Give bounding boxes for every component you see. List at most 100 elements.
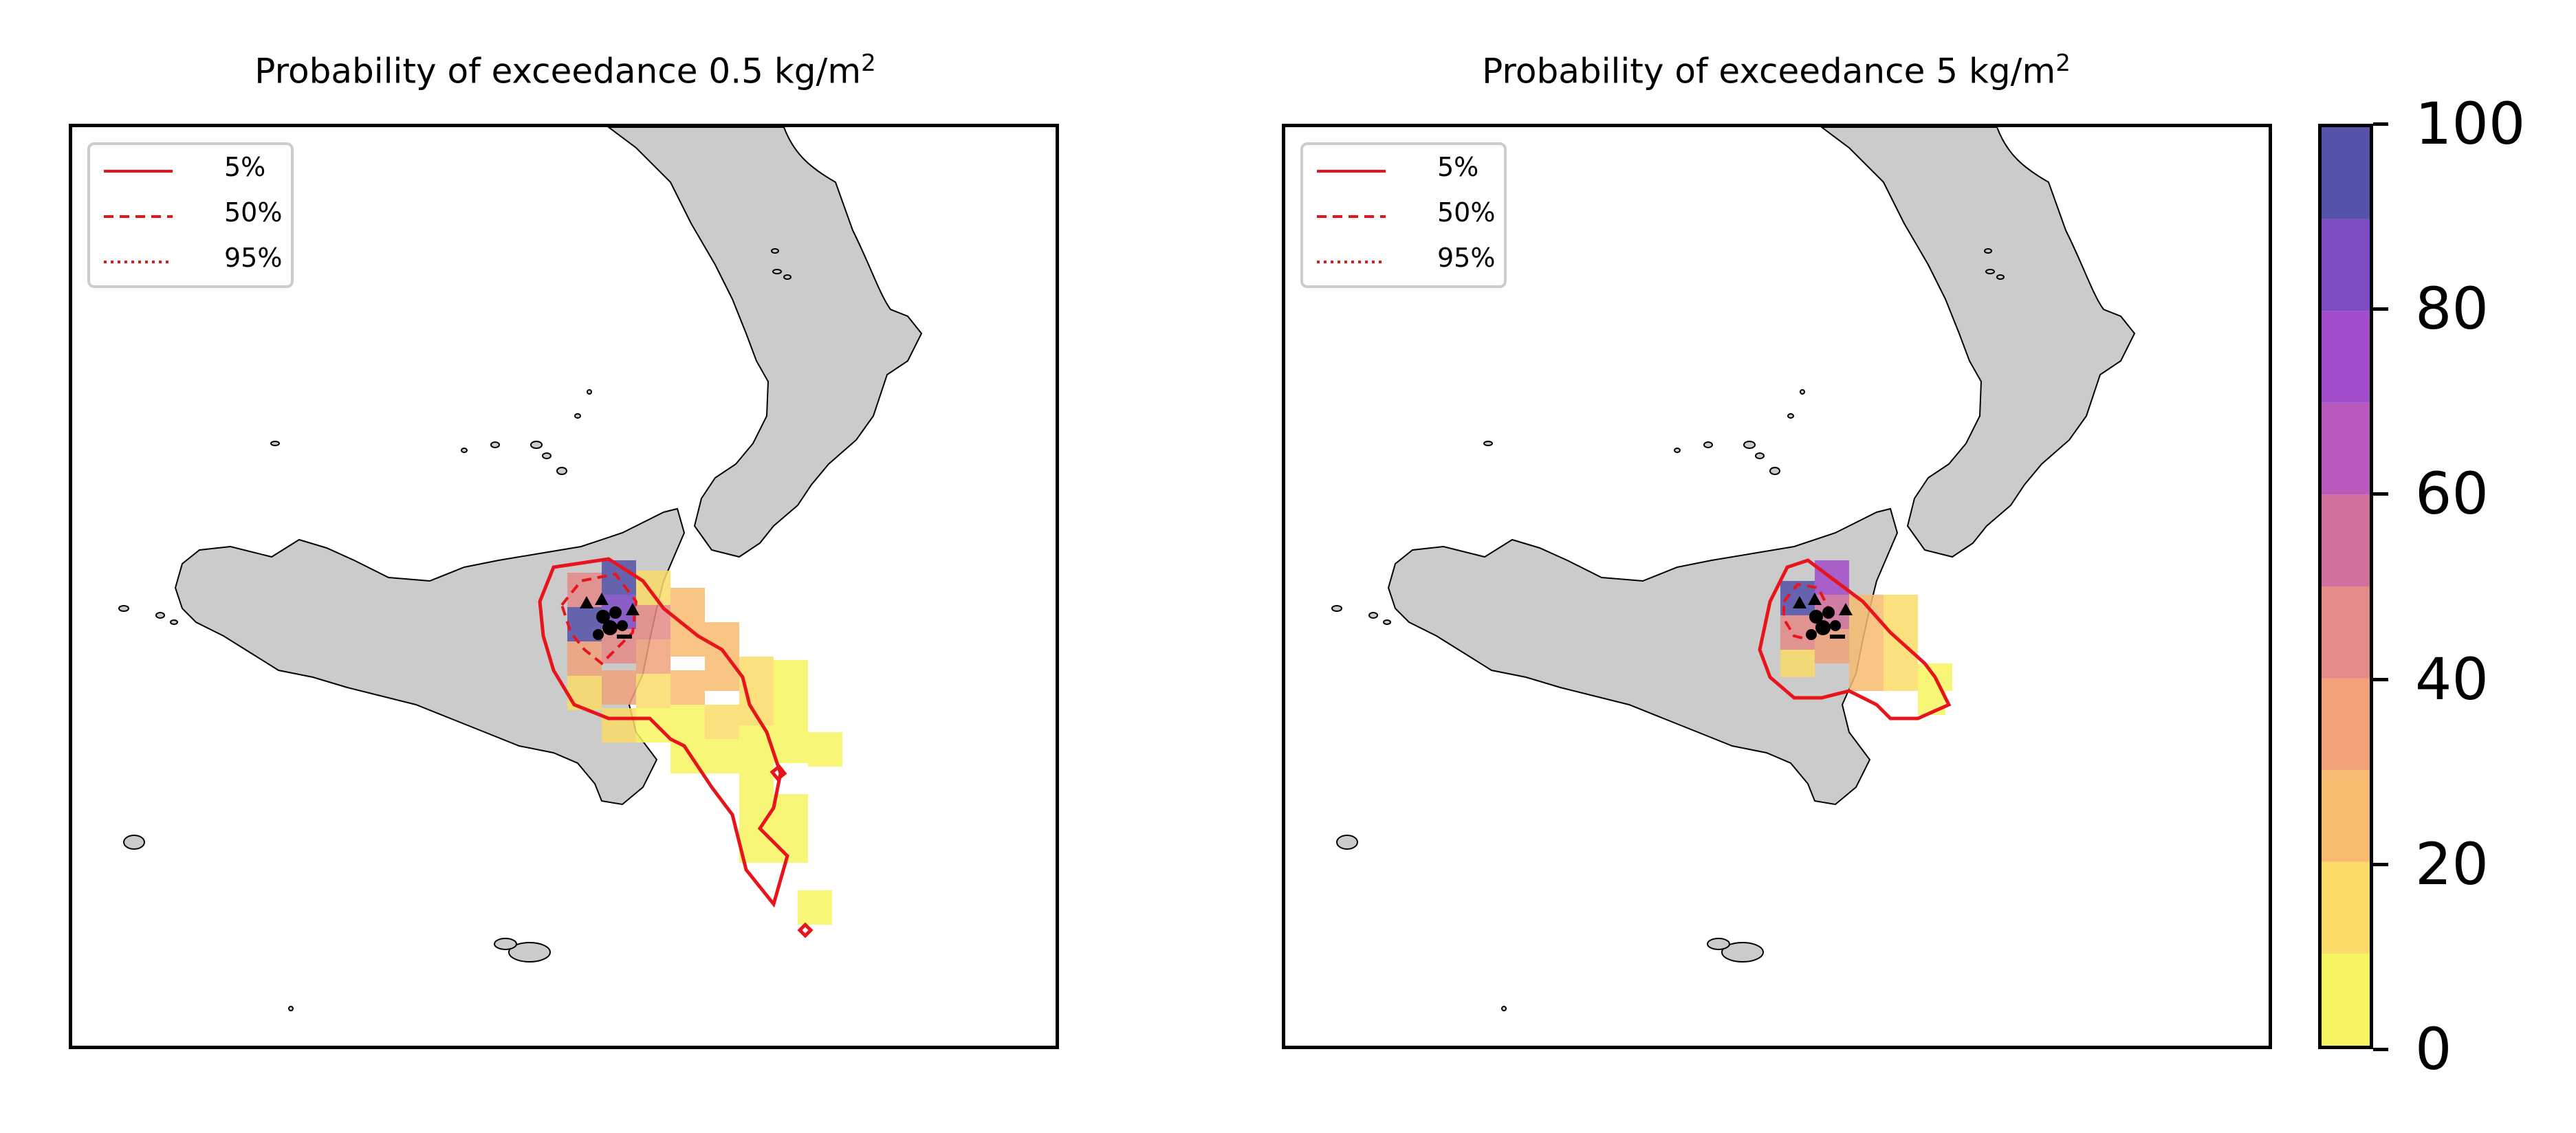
legend-label-50pct: 50%	[1437, 197, 1496, 228]
vent-marker	[617, 620, 628, 631]
vent-marker	[580, 596, 593, 608]
aeolian-island-8	[1800, 389, 1805, 395]
aeolian-island-5	[1755, 452, 1765, 459]
vent-marker	[626, 603, 640, 615]
legend-entry-50pct: 50%	[1317, 196, 1503, 237]
aeolian-island-2	[1674, 448, 1681, 453]
aeolian-island-6	[556, 467, 567, 475]
contour-5pct-right	[1758, 558, 1952, 720]
vent-marker	[593, 629, 604, 640]
calabria-land	[607, 127, 923, 558]
cell	[705, 739, 739, 773]
gozo	[1707, 938, 1730, 950]
aeolian-island-3	[490, 441, 500, 448]
cell	[1884, 629, 1918, 663]
aeolian-island-7	[574, 413, 581, 419]
aeolian-island-3	[1703, 441, 1713, 448]
cell	[1884, 595, 1918, 629]
aeolian-island-1	[270, 441, 280, 446]
colorbar-tick	[2373, 677, 2388, 681]
aeolian-island-2	[461, 448, 468, 453]
legend-line-dashed	[1317, 215, 1386, 218]
map-right-svg	[1331, 127, 2136, 1011]
vent-marker	[1839, 603, 1853, 615]
colorbar-bin	[2322, 586, 2370, 679]
cell	[602, 708, 636, 742]
calabria-islet-1	[771, 248, 779, 254]
colorbar-bin	[2322, 678, 2370, 771]
legend-line-solid	[1317, 170, 1386, 173]
aeolian-island-4	[1743, 441, 1756, 449]
vent-marker	[1808, 593, 1822, 605]
aeolian-island-6	[1769, 467, 1780, 475]
cell	[705, 657, 739, 691]
colorbar-bin	[2322, 219, 2370, 311]
vent-marker	[1809, 610, 1823, 624]
cell	[1884, 663, 1918, 691]
colorbar-tick	[2373, 492, 2388, 496]
cell	[636, 674, 670, 708]
calabria-islet-2	[1985, 269, 1995, 274]
colorbar	[2318, 124, 2373, 1049]
legend-label-95pct: 95%	[224, 243, 283, 273]
vent-marker	[596, 610, 610, 624]
panel-title-left-sup: 2	[861, 50, 876, 77]
probability-cells-left	[567, 560, 842, 925]
colorbar-tick	[2373, 122, 2388, 126]
cell	[798, 890, 832, 925]
panel-title-right-sup: 2	[2055, 50, 2071, 77]
cell	[739, 794, 774, 828]
legend-left: 5% 50% 95%	[87, 142, 294, 288]
contour-5pct-left-islet-2	[797, 922, 814, 938]
calabria-islet-3	[783, 274, 792, 280]
panel-title-right-text: Probability of exceedance 5 kg/m	[1482, 51, 2056, 91]
vent-markers-left	[580, 593, 640, 640]
aeolian-island-8	[587, 389, 592, 395]
linosa	[288, 1006, 294, 1011]
map-panel-left: 5% 50% 95%	[69, 124, 1059, 1049]
cell	[774, 794, 808, 828]
malta	[508, 942, 551, 962]
vent-marker	[595, 593, 609, 605]
colorbar-tick-label: 60	[2415, 460, 2489, 528]
malta	[1721, 942, 1764, 962]
vent-marker	[1830, 620, 1841, 631]
colorbar-tick-label: 20	[2415, 830, 2489, 898]
cell	[670, 670, 705, 705]
legend-label-5pct: 5%	[1437, 152, 1479, 182]
vent-marker	[1822, 606, 1835, 619]
egadi-island-1	[118, 605, 129, 612]
colorbar-tick	[2373, 307, 2388, 311]
cell	[602, 670, 636, 705]
legend-right: 5% 50% 95%	[1300, 142, 1507, 288]
colorbar-tick	[2373, 862, 2388, 866]
cell	[739, 691, 774, 725]
calabria-islet-1	[1984, 248, 1992, 254]
pantelleria	[1336, 835, 1358, 850]
colorbar-tick	[2373, 1048, 2388, 1051]
vent-marker	[609, 606, 622, 619]
colorbar-bin	[2322, 954, 2370, 1046]
cell	[705, 705, 739, 739]
vent-marker	[1815, 620, 1831, 635]
legend-label-95pct: 95%	[1437, 243, 1496, 273]
egadi-island-2	[155, 612, 165, 619]
cell	[1849, 663, 1884, 691]
colorbar-bin	[2322, 770, 2370, 862]
sicily-land	[1387, 507, 1899, 806]
map-left-svg	[118, 127, 923, 1011]
panel-title-left: Probability of exceedance 0.5 kg/m2	[254, 50, 875, 91]
calabria-islet-2	[772, 269, 782, 274]
aeolian-island-7	[1787, 413, 1794, 419]
colorbar-tick-label: 80	[2415, 275, 2489, 343]
legend-line-dashed	[104, 215, 173, 218]
legend-entry-95pct: 95%	[1317, 241, 1503, 283]
vent-marker	[617, 635, 632, 639]
colorbar-bin	[2322, 311, 2370, 403]
linosa	[1501, 1006, 1507, 1011]
cell	[670, 705, 705, 739]
cell	[774, 694, 808, 729]
cell	[1780, 650, 1815, 677]
colorbar-bin	[2322, 494, 2370, 586]
pantelleria	[123, 835, 145, 850]
